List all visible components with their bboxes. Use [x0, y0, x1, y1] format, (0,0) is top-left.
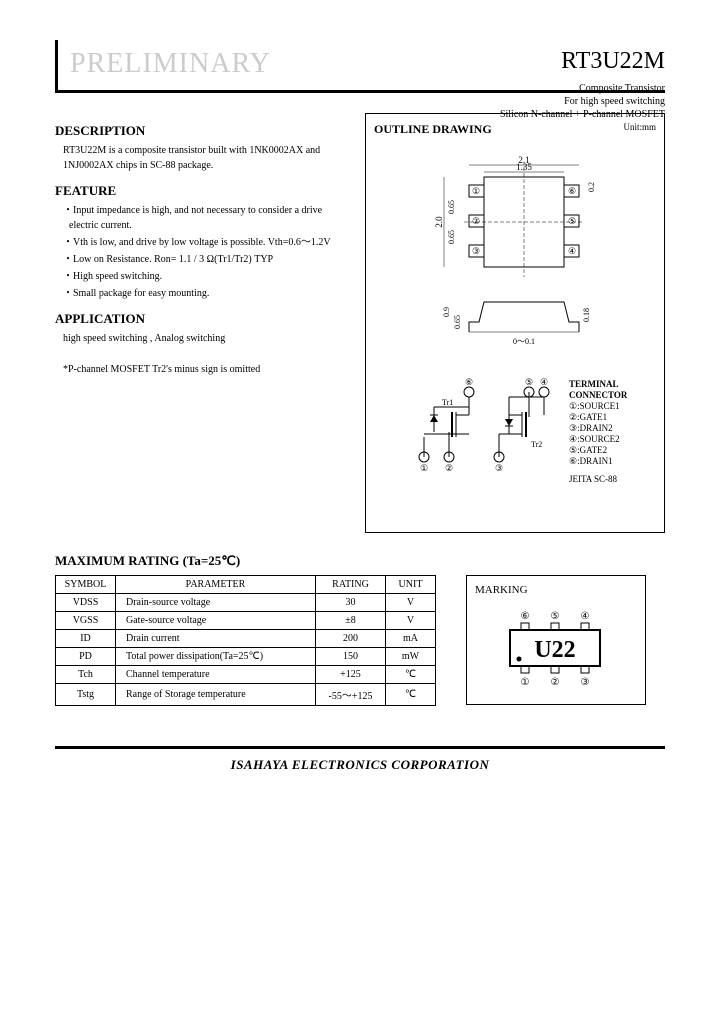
svg-text:④: ④	[568, 246, 576, 256]
feature-item: ・High speed switching.	[55, 269, 350, 284]
svg-text:0.65: 0.65	[447, 230, 456, 244]
svg-text:②:GATE1: ②:GATE1	[569, 412, 607, 422]
feature-item: ・Input impedance is high, and not necess…	[55, 203, 350, 233]
th-unit: UNIT	[386, 576, 436, 594]
svg-text:⑤: ⑤	[568, 216, 576, 226]
svg-text:④: ④	[581, 611, 590, 622]
rating-table: SYMBOL PARAMETER RATING UNIT VDSSDrain-s…	[55, 575, 436, 706]
svg-text:U22: U22	[534, 637, 575, 663]
svg-text:①:SOURCE1: ①:SOURCE1	[569, 401, 620, 411]
svg-text:①: ①	[472, 186, 480, 196]
right-column: OUTLINE DRAWING Unit:mm	[365, 113, 665, 533]
svg-text:Tr1: Tr1	[442, 398, 453, 407]
part-number: RT3U22M	[561, 48, 665, 75]
svg-text:③:DRAIN2: ③:DRAIN2	[569, 423, 613, 433]
svg-text:0.18: 0.18	[582, 308, 591, 322]
svg-text:⑥:DRAIN1: ⑥:DRAIN1	[569, 456, 613, 466]
th-rating: RATING	[316, 576, 386, 594]
outline-drawing-box: OUTLINE DRAWING Unit:mm	[365, 113, 665, 533]
content-area: DESCRIPTION RT3U22M is a composite trans…	[55, 113, 665, 533]
table-row: IDDrain current200mA	[56, 630, 436, 648]
svg-text:④:SOURCE2: ④:SOURCE2	[569, 434, 620, 444]
svg-text:⑥: ⑥	[521, 611, 530, 622]
th-parameter: PARAMETER	[116, 576, 316, 594]
svg-text:0.9: 0.9	[442, 307, 451, 317]
svg-text:JEITA SC-88: JEITA SC-88	[569, 474, 618, 484]
svg-text:0.65: 0.65	[447, 200, 456, 214]
svg-text:0～0.1: 0～0.1	[513, 337, 535, 346]
svg-text:⑥: ⑥	[568, 186, 576, 196]
left-column: DESCRIPTION RT3U22M is a composite trans…	[55, 113, 350, 533]
table-row: VGSSGate-source voltage±8V	[56, 612, 436, 630]
svg-text:0.2: 0.2	[587, 182, 596, 192]
svg-text:②: ②	[445, 463, 453, 473]
unit-label: Unit:mm	[623, 122, 656, 132]
svg-text:⑤: ⑤	[551, 611, 560, 622]
table-row: TstgRange of Storage temperature-55～+125…	[56, 684, 436, 706]
svg-text:1.35: 1.35	[516, 162, 532, 172]
table-row: TchChannel temperature+125℃	[56, 666, 436, 684]
table-row: PDTotal power dissipation(Ta=25℃)150mW	[56, 648, 436, 666]
svg-text:TERMINAL: TERMINAL	[569, 379, 619, 389]
svg-text:⑤: ⑤	[525, 377, 533, 387]
outline-svg: ① ② ③ ⑥ ⑤ ④ 2.1 1.35 2.0 0.65	[374, 137, 654, 517]
description-text: RT3U22M is a composite transistor built …	[55, 143, 350, 173]
feature-item: ・Vth is low, and drive by low voltage is…	[55, 235, 350, 250]
svg-text:③: ③	[495, 463, 503, 473]
svg-text:2.0: 2.0	[434, 216, 444, 228]
application-text: high speed switching , Analog switching	[55, 331, 350, 346]
rating-title: MAXIMUM RATING (Ta=25℃)	[55, 553, 665, 569]
svg-text:②: ②	[551, 677, 560, 688]
marking-box: MARKING ⑥ ⑤ ④ U22 ① ② ③	[466, 575, 646, 705]
drawing-area: ① ② ③ ⑥ ⑤ ④ 2.1 1.35 2.0 0.65	[374, 137, 656, 517]
feature-item: ・Small package for easy mounting.	[55, 286, 350, 301]
svg-text:CONNECTOR: CONNECTOR	[569, 390, 628, 400]
feature-title: FEATURE	[55, 183, 350, 199]
svg-text:②: ②	[472, 216, 480, 226]
subtitle-line2: For high speed switching	[500, 95, 665, 108]
application-title: APPLICATION	[55, 311, 350, 327]
svg-text:①: ①	[521, 677, 530, 688]
feature-item: ・Low on Resistance. Ron= 1.1 / 3 Ω(Tr1/T…	[55, 252, 350, 267]
svg-text:①: ①	[420, 463, 428, 473]
note-text: *P-channel MOSFET Tr2's minus sign is om…	[55, 364, 350, 375]
outline-title: OUTLINE DRAWING	[374, 122, 492, 136]
description-title: DESCRIPTION	[55, 123, 350, 139]
svg-text:③: ③	[472, 246, 480, 256]
th-symbol: SYMBOL	[56, 576, 116, 594]
footer: ISAHAYA ELECTRONICS CORPORATION	[55, 746, 665, 773]
svg-text:⑤:GATE2: ⑤:GATE2	[569, 445, 607, 455]
subtitle-line1: Composite Transistor	[500, 82, 665, 95]
svg-text:0.65: 0.65	[453, 315, 462, 329]
svg-text:Tr2: Tr2	[531, 440, 542, 449]
rating-row: SYMBOL PARAMETER RATING UNIT VDSSDrain-s…	[55, 575, 665, 706]
table-row: VDSSDrain-source voltage30V	[56, 594, 436, 612]
svg-text:⑥: ⑥	[465, 377, 473, 387]
header: PRELIMINARY RT3U22M Composite Transistor…	[55, 40, 665, 93]
marking-title: MARKING	[475, 584, 637, 596]
marking-svg: ⑥ ⑤ ④ U22 ① ② ③	[475, 596, 635, 696]
svg-text:④: ④	[540, 377, 548, 387]
svg-text:③: ③	[581, 677, 590, 688]
